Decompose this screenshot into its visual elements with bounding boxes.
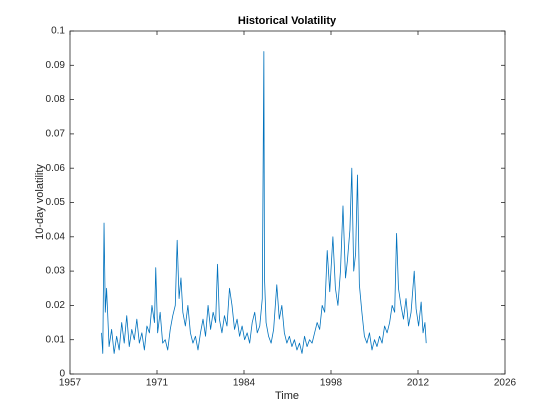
y-tick-label: 0.1 — [51, 26, 65, 37]
y-tick-label: 0.04 — [46, 231, 66, 242]
y-tick-label: 0 — [59, 369, 65, 380]
y-tick-label: 0.01 — [46, 334, 66, 345]
x-tick-label: 1957 — [59, 378, 82, 389]
x-tick-label: 1998 — [320, 378, 343, 389]
y-tick-label: 0.03 — [46, 266, 66, 277]
y-axis-label: 10-day volatility — [34, 164, 46, 240]
y-tick-label: 0.02 — [46, 300, 66, 311]
y-tick-label: 0.09 — [46, 60, 66, 71]
chart-title: Historical Volatility — [238, 15, 337, 27]
x-tick-label: 2012 — [407, 378, 430, 389]
y-tick-label: 0.05 — [46, 197, 66, 208]
y-tick-label: 0.08 — [46, 94, 66, 105]
plot-area — [69, 30, 506, 375]
x-tick-label: 1971 — [146, 378, 169, 389]
line-series — [101, 51, 427, 354]
x-axis-label: Time — [275, 390, 299, 402]
x-tick-label: 2026 — [494, 378, 517, 389]
y-tick-label: 0.06 — [46, 163, 66, 174]
y-tick-label: 0.07 — [46, 129, 66, 140]
x-tick-label: 1984 — [233, 378, 256, 389]
